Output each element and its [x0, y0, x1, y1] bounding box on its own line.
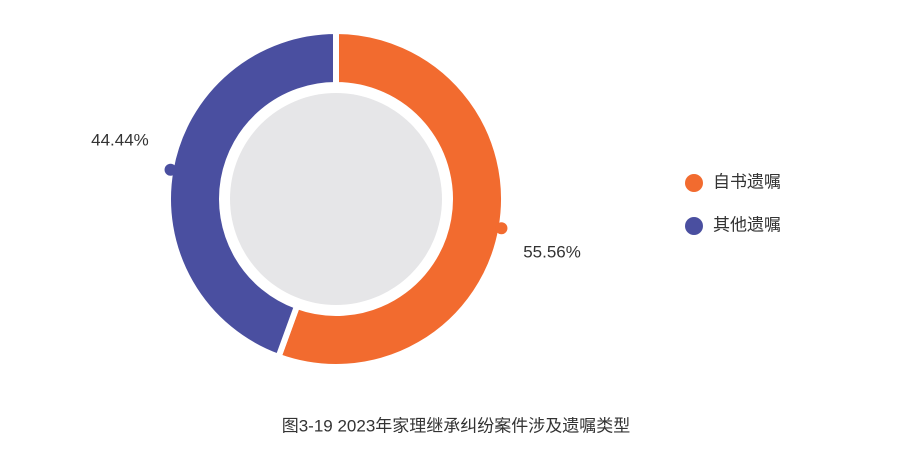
- slice: [165, 27, 339, 361]
- slice: [274, 27, 507, 370]
- legend-marker: [685, 174, 703, 192]
- data-label: 55.56%: [523, 242, 581, 261]
- data-label: 44.44%: [91, 131, 149, 150]
- donut-center: [230, 93, 442, 305]
- legend-marker: [685, 217, 703, 235]
- chart-title: 图3-19 2023年家理继承纠纷案件涉及遗嘱类型: [282, 416, 631, 435]
- legend-label: 其他遗嘱: [713, 215, 781, 234]
- label-dot: [164, 163, 177, 176]
- legend-label: 自书遗嘱: [713, 172, 781, 191]
- label-dot: [495, 222, 508, 235]
